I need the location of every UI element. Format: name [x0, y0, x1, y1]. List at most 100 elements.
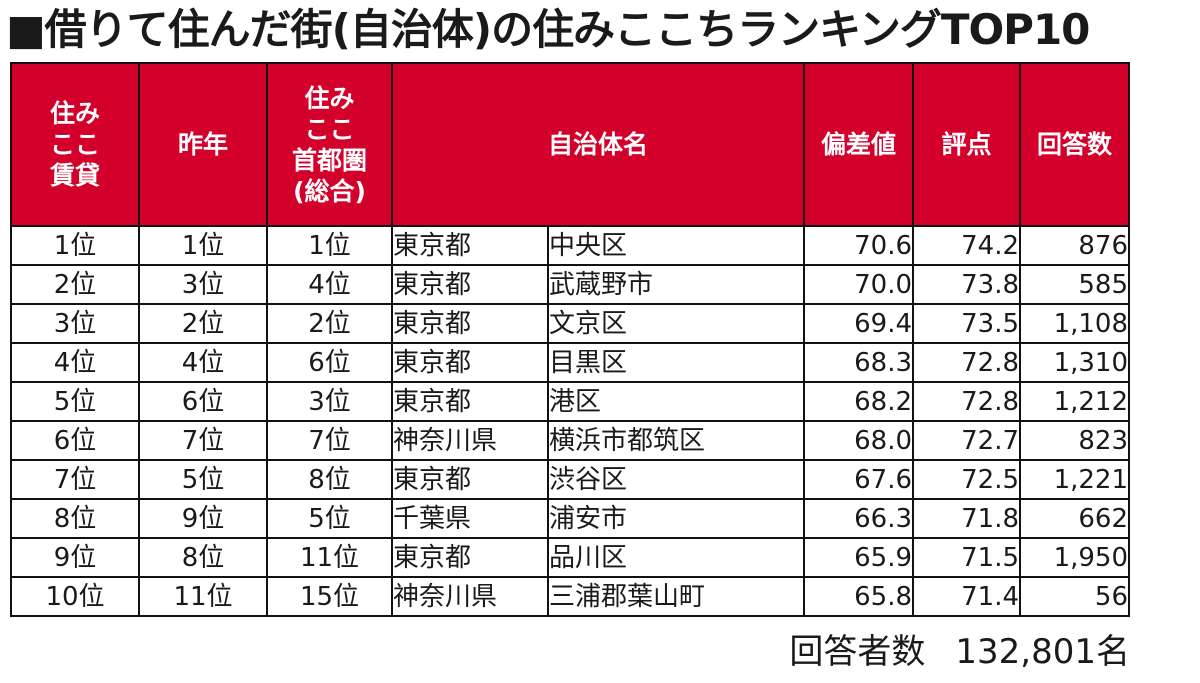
ranking-table: 住み ここ 賃貸 昨年 住み ここ 首都圏 (総合) 自治体名 偏差値 評点 回…	[10, 62, 1131, 617]
cell-rank: 7位	[10, 459, 140, 500]
cell-score: 71.8	[912, 498, 1022, 539]
cell-rank: 10位	[10, 576, 140, 617]
cell-prefecture: 神奈川県	[391, 576, 549, 617]
cell-responses: 662	[1019, 498, 1131, 539]
cell-rank: 3位	[10, 303, 140, 344]
cell-deviation: 68.2	[803, 381, 915, 422]
cell-last-year: 7位	[138, 420, 268, 461]
cell-metro-rank: 2位	[266, 303, 393, 344]
cell-municipality: 浦安市	[546, 498, 806, 539]
header-rank-rental: 住み ここ 賃貸	[10, 62, 140, 227]
cell-last-year: 9位	[138, 498, 268, 539]
cell-rank: 6位	[10, 420, 140, 461]
cell-responses: 876	[1019, 225, 1131, 266]
cell-municipality: 目黒区	[546, 342, 806, 383]
cell-score: 71.4	[912, 576, 1022, 617]
table-row: 7位 5位 8位 東京都 渋谷区 67.6 72.5 1,221	[10, 459, 1131, 500]
cell-deviation: 70.0	[803, 264, 915, 305]
cell-last-year: 2位	[138, 303, 268, 344]
cell-last-year: 6位	[138, 381, 268, 422]
cell-metro-rank: 6位	[266, 342, 393, 383]
cell-score: 74.2	[912, 225, 1022, 266]
cell-prefecture: 神奈川県	[391, 420, 549, 461]
page-title: ■借りて住んだ街(自治体)の住みここちランキングTOP10	[6, 5, 1090, 54]
header-row: 住み ここ 賃貸 昨年 住み ここ 首都圏 (総合) 自治体名 偏差値 評点 回…	[10, 62, 1131, 227]
cell-score: 73.5	[912, 303, 1022, 344]
cell-municipality: 渋谷区	[546, 459, 806, 500]
cell-responses: 1,310	[1019, 342, 1131, 383]
respondents-value: 132,801名	[955, 632, 1130, 672]
cell-municipality: 三浦郡葉山町	[546, 576, 806, 617]
cell-rank: 4位	[10, 342, 140, 383]
header-rank-metro: 住み ここ 首都圏 (総合)	[266, 62, 393, 227]
table-row: 4位 4位 6位 東京都 目黒区 68.3 72.8 1,310	[10, 342, 1131, 383]
cell-municipality: 中央区	[546, 225, 806, 266]
table-row: 10位 11位 15位 神奈川県 三浦郡葉山町 65.8 71.4 56	[10, 576, 1131, 617]
cell-last-year: 5位	[138, 459, 268, 500]
table-row: 1位 1位 1位 東京都 中央区 70.6 74.2 876	[10, 225, 1131, 266]
cell-responses: 1,212	[1019, 381, 1131, 422]
cell-metro-rank: 8位	[266, 459, 393, 500]
respondents-label: 回答者数	[789, 632, 926, 672]
cell-responses: 823	[1019, 420, 1131, 461]
cell-last-year: 8位	[138, 537, 268, 578]
cell-deviation: 67.6	[803, 459, 915, 500]
cell-responses: 1,221	[1019, 459, 1131, 500]
cell-metro-rank: 4位	[266, 264, 393, 305]
cell-rank: 8位	[10, 498, 140, 539]
cell-deviation: 69.4	[803, 303, 915, 344]
header-score: 評点	[912, 62, 1022, 227]
cell-last-year: 11位	[138, 576, 268, 617]
cell-metro-rank: 11位	[266, 537, 393, 578]
table-row: 5位 6位 3位 東京都 港区 68.2 72.8 1,212	[10, 381, 1131, 422]
cell-metro-rank: 7位	[266, 420, 393, 461]
table-row: 3位 2位 2位 東京都 文京区 69.4 73.5 1,108	[10, 303, 1131, 344]
cell-score: 71.5	[912, 537, 1022, 578]
header-responses: 回答数	[1019, 62, 1131, 227]
cell-rank: 9位	[10, 537, 140, 578]
header-municipality: 自治体名	[390, 62, 806, 227]
cell-score: 72.7	[912, 420, 1022, 461]
cell-prefecture: 東京都	[391, 537, 549, 578]
respondents-count: 回答者数 132,801名	[789, 628, 1130, 676]
cell-score: 73.8	[912, 264, 1022, 305]
cell-responses: 1,950	[1019, 537, 1131, 578]
cell-deviation: 70.6	[803, 225, 915, 266]
cell-responses: 585	[1019, 264, 1131, 305]
header-deviation: 偏差値	[803, 62, 915, 227]
cell-prefecture: 東京都	[391, 381, 549, 422]
cell-last-year: 3位	[138, 264, 268, 305]
cell-score: 72.5	[912, 459, 1022, 500]
cell-score: 72.8	[912, 381, 1022, 422]
cell-prefecture: 千葉県	[391, 498, 549, 539]
table-row: 6位 7位 7位 神奈川県 横浜市都筑区 68.0 72.7 823	[10, 420, 1131, 461]
cell-last-year: 4位	[138, 342, 268, 383]
cell-last-year: 1位	[138, 225, 268, 266]
cell-municipality: 港区	[546, 381, 806, 422]
cell-deviation: 68.0	[803, 420, 915, 461]
cell-metro-rank: 1位	[266, 225, 393, 266]
cell-prefecture: 東京都	[391, 264, 549, 305]
cell-metro-rank: 15位	[266, 576, 393, 617]
cell-rank: 1位	[10, 225, 140, 266]
cell-municipality: 文京区	[546, 303, 806, 344]
table-row: 9位 8位 11位 東京都 品川区 65.9 71.5 1,950	[10, 537, 1131, 578]
table-row: 8位 9位 5位 千葉県 浦安市 66.3 71.8 662	[10, 498, 1131, 539]
cell-responses: 56	[1019, 576, 1131, 617]
cell-score: 72.8	[912, 342, 1022, 383]
cell-prefecture: 東京都	[391, 459, 549, 500]
cell-deviation: 65.8	[803, 576, 915, 617]
cell-deviation: 68.3	[803, 342, 915, 383]
cell-prefecture: 東京都	[391, 303, 549, 344]
cell-metro-rank: 3位	[266, 381, 393, 422]
cell-metro-rank: 5位	[266, 498, 393, 539]
header-last-year: 昨年	[138, 62, 268, 227]
cell-rank: 5位	[10, 381, 140, 422]
cell-deviation: 66.3	[803, 498, 915, 539]
cell-prefecture: 東京都	[391, 225, 549, 266]
cell-rank: 2位	[10, 264, 140, 305]
cell-deviation: 65.9	[803, 537, 915, 578]
table-row: 2位 3位 4位 東京都 武蔵野市 70.0 73.8 585	[10, 264, 1131, 305]
cell-prefecture: 東京都	[391, 342, 549, 383]
cell-responses: 1,108	[1019, 303, 1131, 344]
